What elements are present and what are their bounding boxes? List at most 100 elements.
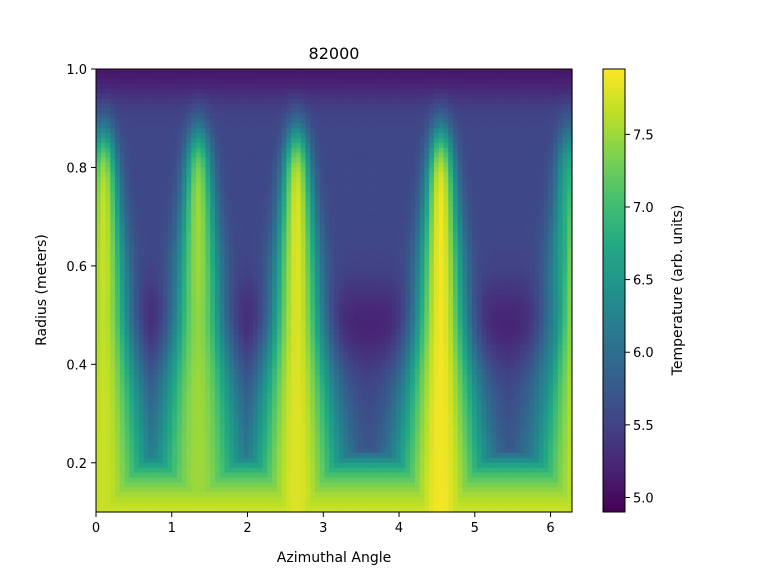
heatmap-cell [343,270,349,277]
heatmap-cell [405,275,411,282]
heatmap-cell [353,246,359,252]
heatmap-cell [305,285,311,292]
heatmap-cell [229,167,235,173]
heatmap-cell [248,157,254,164]
heatmap-cell [376,260,383,267]
heatmap-cell [453,157,459,164]
heatmap-cell [281,246,287,252]
heatmap-cell [533,241,540,247]
heatmap-cell [353,310,359,316]
heatmap-cell [557,152,564,159]
heatmap-cell [381,162,387,169]
heatmap-cell [305,251,311,257]
heatmap-cell [167,69,173,75]
heatmap-cell [562,226,568,233]
heatmap-cell [281,310,287,316]
heatmap-cell [229,157,235,164]
heatmap-cell [148,128,154,134]
heatmap-cell [100,157,107,164]
heatmap-cell [219,221,226,228]
heatmap-cell [495,88,502,95]
heatmap-cell [514,290,521,297]
heatmap-cell [476,300,483,306]
heatmap-cell [262,196,268,203]
heatmap-cell [219,123,226,129]
heatmap-cell [138,103,145,109]
heatmap-cell [400,260,406,267]
heatmap-cell [262,73,268,80]
heatmap-cell [148,162,154,169]
heatmap-cell [519,83,525,90]
heatmap-cell [276,152,283,159]
heatmap-cell [443,157,449,164]
heatmap-cell [429,305,435,311]
heatmap-cell [457,103,464,109]
heatmap-cell [357,236,364,242]
heatmap-cell [462,246,468,252]
heatmap-cell [257,305,264,311]
heatmap-cell [262,98,268,105]
heatmap-cell [386,147,392,154]
heatmap-cell [119,118,126,124]
heatmap-cell [234,93,240,100]
heatmap-cell [529,113,535,119]
heatmap-cell [153,147,159,154]
heatmap-cell [419,226,426,233]
heatmap-cell [257,172,264,178]
heatmap-cell [100,142,107,149]
heatmap-cell [414,78,421,85]
heatmap-cell [267,216,273,223]
heatmap-cell [276,98,283,105]
heatmap-cell [115,113,121,119]
heatmap-cell [548,305,554,311]
heatmap-cell [195,256,202,262]
heatmap-cell [529,93,535,100]
heatmap-cell [281,78,287,85]
heatmap-cell [119,123,126,129]
heatmap-cell [391,231,397,237]
heatmap-cell [386,108,392,114]
heatmap-cell [519,241,525,247]
heatmap-cell [510,132,516,139]
heatmap-cell [343,113,349,119]
heatmap-cell [338,192,345,198]
heatmap-cell [519,236,525,242]
heatmap-cell [367,231,373,237]
heatmap-cell [105,201,111,208]
heatmap-cell [462,192,468,198]
heatmap-cell [386,226,392,233]
heatmap-cell [481,256,487,262]
heatmap-cell [367,103,373,109]
heatmap-cell [143,196,149,203]
heatmap-cell [395,305,402,311]
heatmap-cell [195,113,202,119]
heatmap-cell [538,162,545,169]
heatmap-cell [510,83,516,90]
heatmap-cell [286,182,292,188]
heatmap-cell [291,93,297,100]
heatmap-cell [548,88,554,95]
heatmap-cell [253,231,259,237]
heatmap-cell [234,270,240,277]
heatmap-cell [491,256,497,262]
heatmap-cell [138,108,145,114]
heatmap-cell [191,103,197,109]
heatmap-cell [124,162,130,169]
heatmap-cell [248,83,254,90]
heatmap-cell [138,187,145,193]
heatmap-cell [524,142,530,149]
heatmap-cell [281,69,287,75]
heatmap-cell [510,98,516,105]
heatmap-cell [129,157,135,164]
heatmap-cell [229,192,235,198]
heatmap-cell [210,231,216,237]
heatmap-cell [167,167,173,173]
heatmap-cell [276,241,283,247]
heatmap-cell [386,83,392,90]
heatmap-cell [519,182,525,188]
heatmap-cell [100,118,107,124]
heatmap-cell [324,206,330,213]
heatmap-cell [195,182,202,188]
heatmap-cell [181,251,188,257]
heatmap-cell [367,196,373,203]
